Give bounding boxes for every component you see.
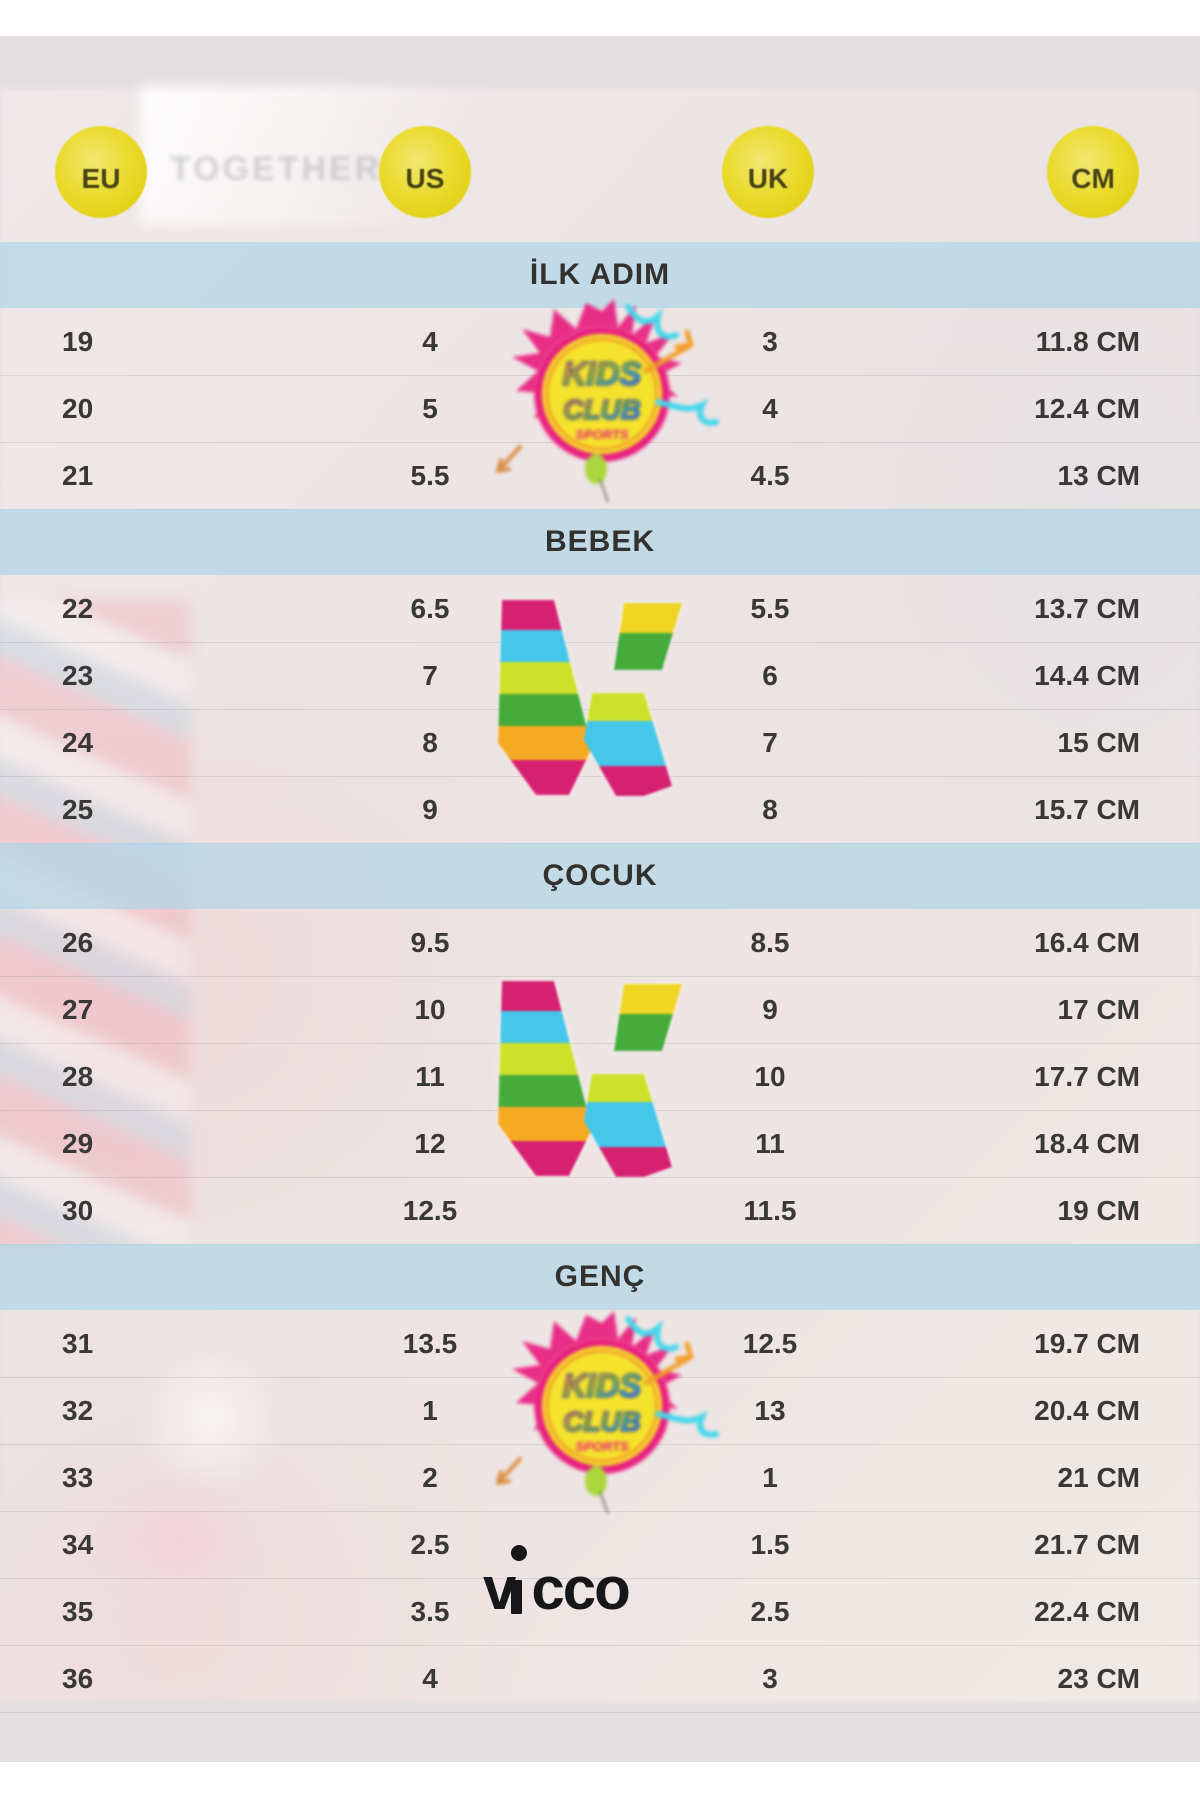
svg-text:CLUB: CLUB	[563, 394, 641, 425]
svg-text:SPORTS: SPORTS	[575, 1439, 629, 1454]
svg-text:CLUB: CLUB	[563, 1406, 641, 1437]
svg-text:KIDS: KIDS	[563, 1367, 642, 1404]
svg-text:KIDS: KIDS	[563, 355, 642, 392]
svg-text:SPORTS: SPORTS	[575, 427, 629, 442]
